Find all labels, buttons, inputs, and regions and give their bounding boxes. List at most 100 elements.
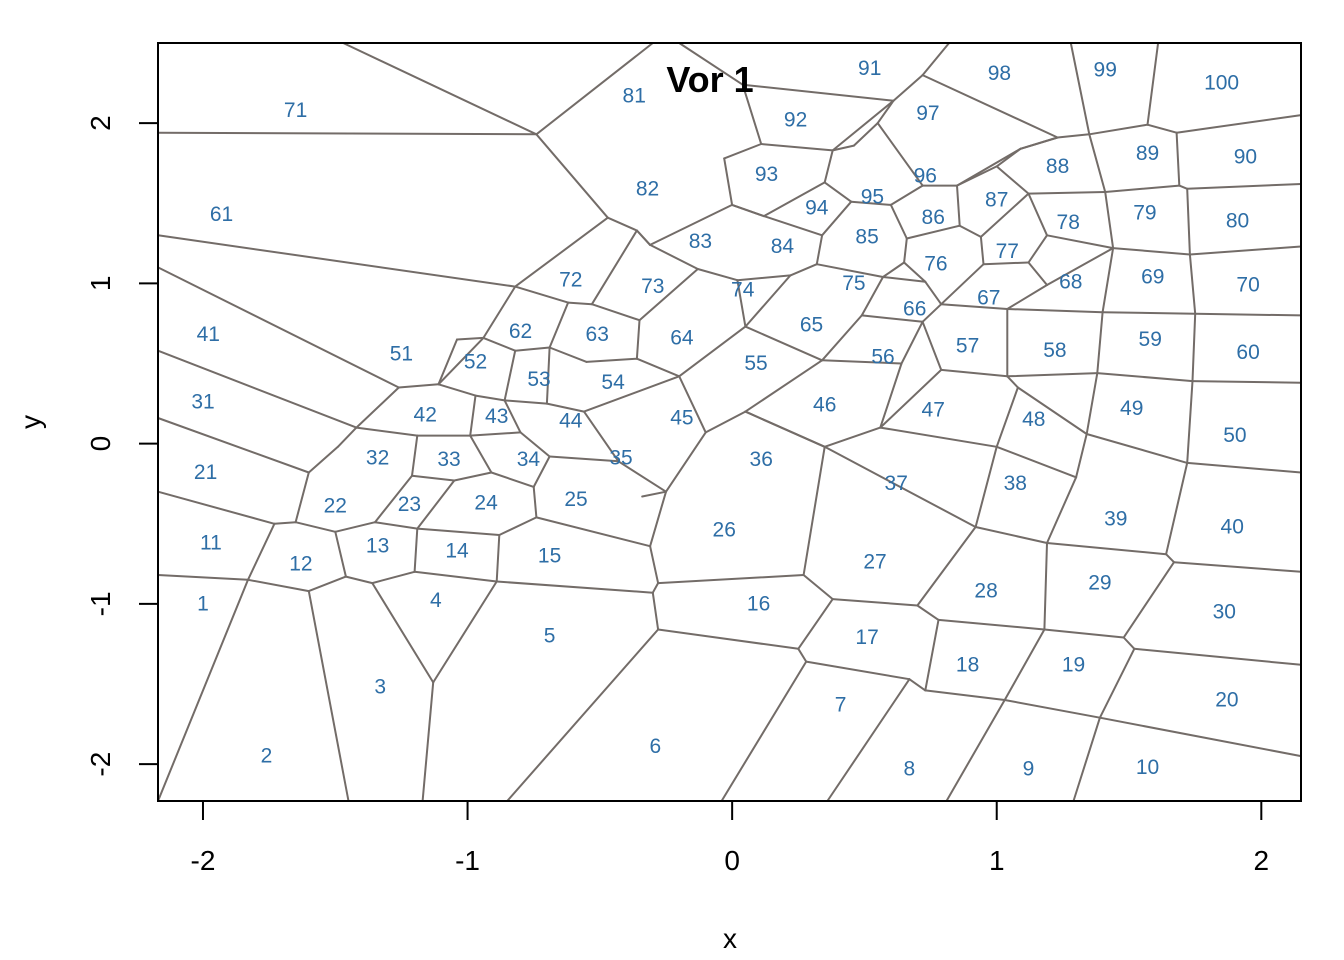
voronoi-edge — [545, 402, 585, 413]
voronoi-edge — [514, 285, 570, 304]
voronoi-edge — [651, 582, 660, 594]
site-label: 33 — [437, 448, 460, 471]
site-label: 15 — [538, 544, 561, 567]
site-label: 77 — [996, 240, 1019, 263]
voronoi-edge — [649, 545, 660, 585]
voronoi-edge — [397, 383, 440, 389]
site-label: 84 — [771, 235, 795, 258]
voronoi-edge — [723, 143, 763, 160]
voronoi-edge — [940, 303, 1009, 310]
x-axis: -2 -1 0 1 2 — [191, 800, 1269, 876]
voronoi-edge — [744, 359, 824, 413]
voronoi-edge — [762, 215, 824, 237]
site-label: 98 — [988, 62, 1011, 85]
voronoi-edge — [921, 74, 1059, 139]
voronoi-edge — [741, 83, 763, 145]
voronoi-edge — [157, 266, 400, 389]
site-label: 24 — [474, 491, 498, 514]
voronoi-edge — [678, 325, 747, 378]
site-label: 81 — [623, 84, 646, 107]
y-tick-label: 1 — [85, 276, 116, 292]
voronoi-edge — [945, 699, 1006, 802]
voronoi-edge — [1101, 311, 1197, 315]
voronoi-edge — [503, 399, 548, 405]
voronoi-edge — [503, 349, 517, 402]
voronoi-edge — [1003, 628, 1046, 701]
voronoi-edge — [889, 184, 924, 206]
voronoi-edge — [924, 689, 1006, 701]
x-tick-label: 1 — [989, 845, 1005, 876]
site-label: 17 — [855, 626, 878, 649]
voronoi-edge — [678, 375, 707, 434]
site-label: 59 — [1139, 328, 1162, 351]
voronoi-edge — [1188, 245, 1302, 256]
site-label: 56 — [871, 346, 894, 369]
voronoi-edge — [506, 628, 660, 802]
voronoi-edge — [638, 268, 699, 322]
voronoi-edge — [956, 184, 961, 227]
voronoi-edge — [879, 362, 903, 429]
voronoi-edge — [736, 279, 747, 328]
site-label: 99 — [1094, 59, 1117, 82]
site-label: 93 — [755, 163, 778, 186]
voronoi-edge — [453, 471, 493, 482]
voronoi-edge — [635, 357, 681, 378]
voronoi-edge — [678, 42, 744, 86]
voronoi-edge — [535, 42, 654, 136]
voronoi-edge — [482, 285, 517, 339]
voronoi-edge — [823, 149, 834, 184]
voronoi-edge — [1175, 114, 1302, 134]
voronoi-edge — [1146, 123, 1178, 134]
voronoi-edge — [744, 325, 824, 362]
voronoi-edge — [1122, 636, 1136, 650]
voronoi-edge — [823, 426, 882, 448]
voronoi-edge — [921, 320, 943, 371]
voronoi-edge — [585, 357, 638, 363]
y-tick-label: -1 — [85, 591, 116, 616]
voronoi-edges — [157, 42, 1302, 802]
voronoi-edge — [1006, 308, 1104, 314]
voronoi-edge — [1186, 380, 1194, 464]
voronoi-edge — [744, 274, 792, 328]
voronoi-edge — [157, 417, 310, 474]
site-label: 19 — [1062, 653, 1085, 676]
voronoi-edge — [657, 628, 800, 650]
voronoi-edge — [900, 320, 924, 365]
voronoi-edge — [1188, 253, 1197, 315]
site-label: 25 — [564, 488, 587, 511]
site-label: 48 — [1022, 408, 1045, 431]
site-label: 79 — [1133, 201, 1156, 224]
voronoi-edge — [723, 157, 734, 206]
site-label: 89 — [1136, 142, 1159, 165]
voronoi-edge — [821, 200, 853, 237]
voronoi-edge — [1098, 647, 1136, 719]
voronoi-edge — [797, 598, 834, 650]
site-label: 40 — [1221, 516, 1244, 539]
voronoi-edge — [1046, 234, 1115, 250]
voronoi-edge — [157, 574, 249, 581]
y-tick-label: 2 — [85, 115, 116, 131]
x-tick-label: 0 — [724, 845, 740, 876]
y-axis-label: y — [15, 415, 46, 429]
voronoi-edge — [548, 455, 620, 463]
voronoi-edge — [1069, 42, 1091, 136]
voronoi-edge — [831, 99, 895, 152]
voronoi-edge — [416, 479, 456, 530]
voronoi-edge — [294, 471, 310, 524]
voronoi-edge — [1178, 184, 1189, 190]
voronoi-edge — [334, 521, 376, 533]
voronoi-edge — [1186, 187, 1191, 256]
voronoi-edge — [1122, 561, 1175, 639]
voronoi-edge — [649, 243, 699, 270]
voronoi-edge — [157, 131, 538, 136]
voronoi-edge — [294, 521, 337, 533]
voronoi-edge — [657, 574, 805, 585]
voronoi-edge — [545, 346, 551, 405]
site-label: 44 — [559, 410, 583, 433]
voronoi-edge — [940, 263, 985, 306]
voronoi-edge — [1006, 372, 1099, 378]
voronoi-edge — [696, 268, 739, 282]
voronoi-edge — [1098, 716, 1302, 758]
site-label: 63 — [586, 323, 609, 346]
